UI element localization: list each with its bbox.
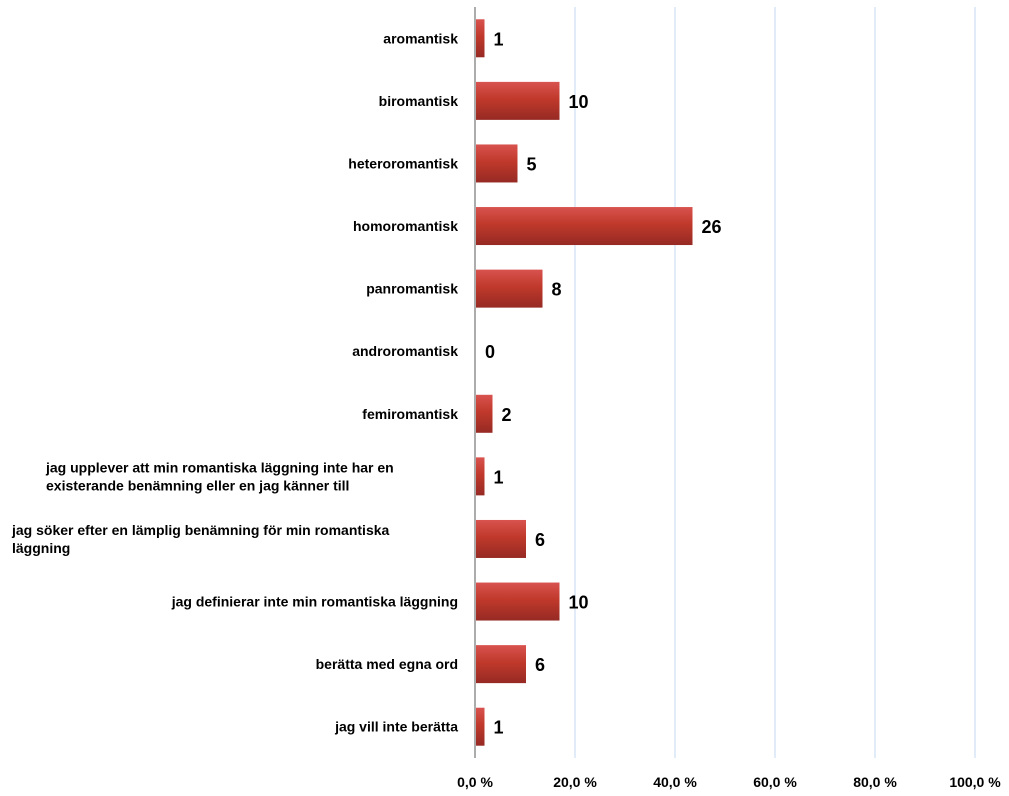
data-label: 1 bbox=[494, 718, 504, 738]
x-tick-label: 100,0 % bbox=[949, 774, 1001, 790]
data-label: 8 bbox=[552, 280, 562, 300]
data-label: 26 bbox=[702, 217, 722, 237]
bar bbox=[476, 19, 485, 58]
bar bbox=[476, 582, 560, 621]
bar bbox=[476, 144, 518, 183]
data-label: 5 bbox=[527, 154, 537, 174]
category-label: heteroromantisk bbox=[348, 155, 458, 171]
category-label: androromantisk bbox=[352, 343, 458, 359]
x-tick-label: 60,0 % bbox=[753, 774, 797, 790]
data-label: 1 bbox=[494, 29, 504, 49]
bar bbox=[476, 519, 526, 558]
x-tick-label: 20,0 % bbox=[553, 774, 597, 790]
x-tick-label: 80,0 % bbox=[853, 774, 897, 790]
category-label: homoromantisk bbox=[353, 218, 458, 234]
category-labels: aromantisk biromantisk heteroromantisk homo… bbox=[11, 30, 458, 734]
gridlines bbox=[574, 7, 976, 758]
bar bbox=[476, 457, 485, 496]
category-label: jag definierar inte min romantiska läggn… bbox=[171, 594, 458, 610]
data-label: 10 bbox=[569, 92, 589, 112]
bars bbox=[476, 19, 693, 746]
bar bbox=[476, 645, 526, 684]
bar bbox=[476, 394, 493, 433]
data-label: 10 bbox=[569, 593, 589, 613]
bar bbox=[476, 81, 560, 120]
data-label: 0 bbox=[485, 342, 495, 362]
bar bbox=[476, 707, 485, 746]
bar bbox=[476, 207, 693, 246]
data-label: 6 bbox=[535, 530, 545, 550]
data-label: 2 bbox=[502, 405, 512, 425]
bar bbox=[476, 269, 543, 308]
category-label: jag söker efter en lämplig benämning för… bbox=[11, 522, 390, 556]
x-axis-tick-labels: 0,0 % 20,0 % 40,0 % 60,0 % 80,0 % 100,0 % bbox=[457, 774, 1001, 790]
x-tick-label: 40,0 % bbox=[653, 774, 697, 790]
category-label: panromantisk bbox=[366, 281, 458, 297]
category-label: jag vill inte berätta bbox=[334, 719, 458, 735]
data-label: 1 bbox=[494, 467, 504, 487]
x-tick-label: 0,0 % bbox=[457, 774, 493, 790]
category-label: biromantisk bbox=[379, 93, 459, 109]
data-label: 6 bbox=[535, 655, 545, 675]
category-label: femiromantisk bbox=[362, 406, 458, 422]
category-label: aromantisk bbox=[383, 30, 458, 46]
data-labels: 1 10 5 26 8 0 2 1 6 10 6 1 bbox=[485, 29, 722, 737]
category-label: berätta med egna ord bbox=[316, 656, 458, 672]
category-label: jag upplever att min romantiska läggning… bbox=[45, 459, 394, 493]
